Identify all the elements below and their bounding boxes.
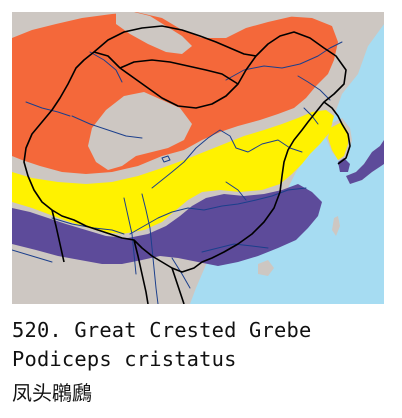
borders — [23, 25, 351, 304]
yellow-river — [151, 129, 303, 189]
salween-river — [123, 197, 137, 275]
north-land-gap — [116, 12, 192, 54]
mongolia-border — [93, 25, 257, 57]
korea-border — [323, 101, 351, 165]
mekong-river — [141, 193, 159, 304]
northeast-land-gap — [212, 12, 384, 46]
songhua-river — [297, 75, 331, 101]
taiwan-land — [332, 216, 340, 236]
ili-river — [25, 101, 71, 117]
india-border — [51, 209, 65, 263]
lake-qinghai — [161, 155, 171, 163]
range-map — [12, 12, 384, 304]
rivers — [12, 41, 343, 304]
species-number-title: 520. Great Crested Grebe — [12, 318, 312, 342]
pearl-river — [201, 243, 269, 253]
range-map-svg — [12, 12, 384, 304]
resident-range-korea — [328, 122, 348, 160]
hainan-land — [258, 260, 274, 276]
resident-range — [12, 110, 334, 234]
chinese-name: 凤头鸊鷉 — [12, 381, 92, 405]
red-river — [171, 257, 191, 289]
mongolia-south-border — [119, 59, 239, 85]
tarim-river — [71, 115, 143, 139]
irtysh-river — [89, 51, 123, 83]
yangtze-river — [129, 187, 307, 235]
han-river — [225, 181, 247, 201]
ganges-river — [12, 249, 53, 263]
desert-gap — [88, 92, 192, 170]
china-border — [23, 31, 347, 273]
wintering-range-japan — [346, 140, 384, 184]
myanmar-border — [133, 239, 149, 304]
scientific-name: Podiceps cristatus — [12, 347, 237, 371]
vietnam-border — [171, 267, 185, 304]
